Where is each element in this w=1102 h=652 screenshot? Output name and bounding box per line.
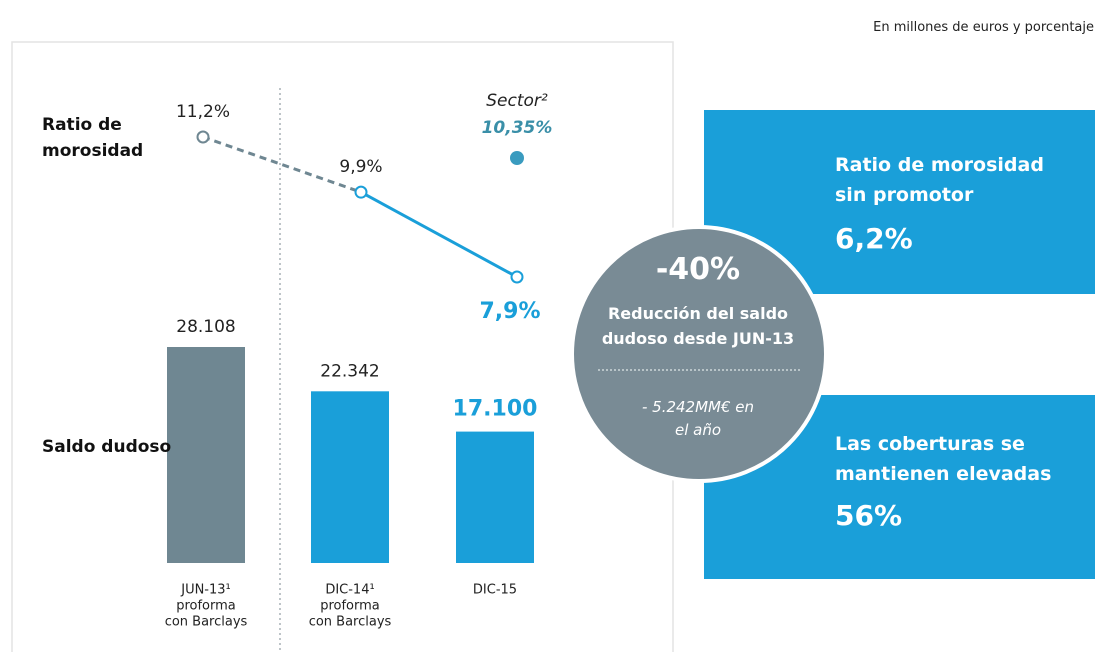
point <box>196 130 210 144</box>
highlight-detail: - 5.242MM€ en el año <box>641 398 755 439</box>
x-tick-label: DIC-15 <box>473 583 517 598</box>
highlight-circle <box>570 225 828 483</box>
point <box>354 185 368 199</box>
x-tick-label: proforma <box>320 599 380 614</box>
box-value: 6,2% <box>835 222 913 255</box>
data-label: 17.100 <box>453 397 538 422</box>
row-label: Saldo dudoso <box>42 437 172 457</box>
box-title: Ratio de morosidad sin promotor <box>835 154 1044 206</box>
data-label: 9,9% <box>339 157 382 177</box>
bar <box>456 431 534 563</box>
line-segment <box>202 135 362 194</box>
data-label: 28.108 <box>176 317 235 337</box>
legend-label: Sector² <box>486 91 548 111</box>
x-tick-label: proforma <box>176 599 236 614</box>
point <box>510 270 524 284</box>
point <box>510 151 524 165</box>
row-label: Ratio de morosidad <box>42 115 144 161</box>
x-tick-label: con Barclays <box>165 615 248 630</box>
x-tick-label: DIC-14¹ <box>325 583 374 598</box>
data-label: 11,2% <box>176 102 230 122</box>
data-label: 7,9% <box>479 299 540 324</box>
data-label: 22.342 <box>320 361 379 381</box>
bar <box>311 391 389 563</box>
x-tick-label: con Barclays <box>309 615 392 630</box>
box-title: Las coberturas se mantienen elevadas <box>835 433 1052 485</box>
data-label: 10,35% <box>482 118 553 138</box>
box-value: 56% <box>835 499 903 532</box>
highlight-text: Reducción del saldo dudoso desde JUN-13 <box>601 304 795 348</box>
bar <box>167 347 245 563</box>
x-tick-label: JUN-13¹ <box>180 583 231 598</box>
note: En millones de euros y porcentaje <box>873 20 1094 35</box>
highlight-value: -40% <box>655 252 741 287</box>
line-segment <box>360 190 518 279</box>
circle <box>570 225 828 483</box>
